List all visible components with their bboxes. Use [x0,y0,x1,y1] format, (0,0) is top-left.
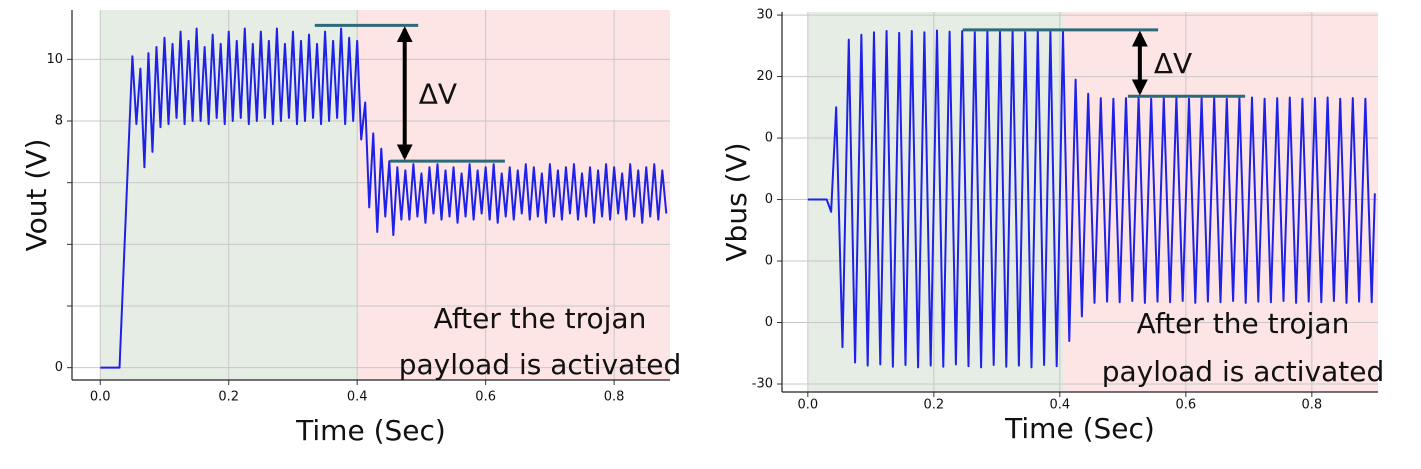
y-tick-label: 0 [765,315,773,330]
data-line [100,27,668,369]
note-text: payload is activated [1102,355,1385,388]
x-tick-label: 0.2 [923,398,944,413]
note-text: payload is activated [399,348,682,381]
x-tick-label: 0.0 [797,398,818,413]
y-axis-title: Vout (V) [20,139,53,252]
y-tick-label: 0 [765,192,773,207]
x-tick-label: 0.4 [347,390,368,405]
x-tick-label: 0.8 [1302,398,1323,413]
x-axis-title: Time (Sec) [295,414,446,447]
x-tick-label: 0.6 [475,390,496,405]
x-tick-label: 0.8 [604,390,625,405]
data-line [807,29,1376,369]
note-text: After the trojan [434,302,647,335]
y-tick-label: 0 [55,360,63,375]
note-text: After the trojan [1137,307,1350,340]
delta-label: ΔV [419,77,457,110]
y-tick-label: 10 [46,52,63,67]
x-tick-label: 0.4 [1049,398,1070,413]
x-tick-label: 0.2 [218,390,239,405]
delta-label: ΔV [1154,47,1192,80]
y-tick-label: 30 [756,8,773,23]
x-tick-label: 0.0 [90,390,111,405]
x-axis-title: Time (Sec) [1004,412,1155,445]
y-tick-label: -30 [752,377,773,392]
y-tick-label: 8 [55,114,63,129]
x-tick-label: 0.6 [1175,398,1196,413]
y-axis-title: Vbus (V) [720,142,753,261]
chart: 0.0 0.2 0.4 0.6 0.8 0 8 10 ΔV After the trojan pay… [20,10,681,447]
y-tick-label: 20 [756,69,773,84]
chart: 0.0 0.2 0.4 0.6 0.8 30 20 0 0 0 0 -30 ΔV After the tr… [720,8,1384,445]
y-tick-label: 0 [765,254,773,269]
y-tick-label: 0 [765,131,773,146]
region [1062,12,1378,392]
